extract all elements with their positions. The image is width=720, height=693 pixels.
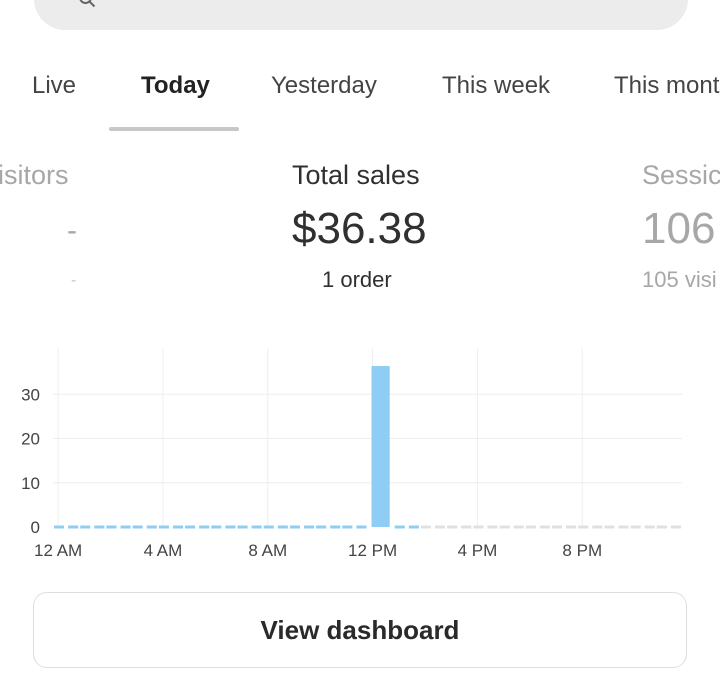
- sessions-title: Sessic: [642, 160, 720, 190]
- tab-live[interactable]: Live: [32, 72, 77, 99]
- y-tick-label-1: 10: [21, 474, 40, 493]
- visitors-title: isitors: [0, 160, 69, 190]
- tab-today[interactable]: Today: [141, 72, 210, 99]
- x-tick-label-4: 4 PM: [458, 541, 498, 560]
- total-sales-value: $36.38: [292, 204, 427, 253]
- search-icon: [79, 0, 96, 8]
- search-bar[interactable]: [34, 0, 688, 30]
- sales-chart: 0 10 20 30 12 AM 4 AM 8 AM 12 PM 4 PM 8 PM: [0, 340, 720, 580]
- sessions-sub: 105 visi: [642, 267, 717, 292]
- total-sales-orders: 1 order: [322, 267, 392, 292]
- total-sales-title: Total sales: [292, 160, 420, 190]
- visitors-value: -: [67, 214, 77, 247]
- view-dashboard-button[interactable]: View dashboard: [33, 592, 687, 668]
- tab-this-month[interactable]: This mont: [614, 72, 720, 99]
- x-tick-label-0: 12 AM: [34, 541, 82, 560]
- active-tab-indicator: [109, 127, 239, 131]
- tab-this-week[interactable]: This week: [442, 72, 551, 99]
- sales-chart-svg: 0 10 20 30 12 AM 4 AM 8 AM 12 PM 4 PM 8 PM: [21, 348, 682, 560]
- tab-yesterday[interactable]: Yesterday: [271, 72, 377, 99]
- y-tick-label-3: 30: [21, 385, 40, 404]
- sessions-value: 106: [642, 204, 716, 253]
- x-tick-label-3: 12 PM: [348, 541, 397, 560]
- visitors-sub: -: [71, 272, 77, 289]
- x-tick-label-2: 8 AM: [248, 541, 287, 560]
- x-tick-label-1: 4 AM: [144, 541, 183, 560]
- y-tick-label-2: 20: [21, 430, 40, 449]
- x-tick-label-5: 8 PM: [562, 541, 602, 560]
- bar-12-pm: [371, 366, 390, 527]
- y-tick-label-0: 0: [31, 518, 40, 537]
